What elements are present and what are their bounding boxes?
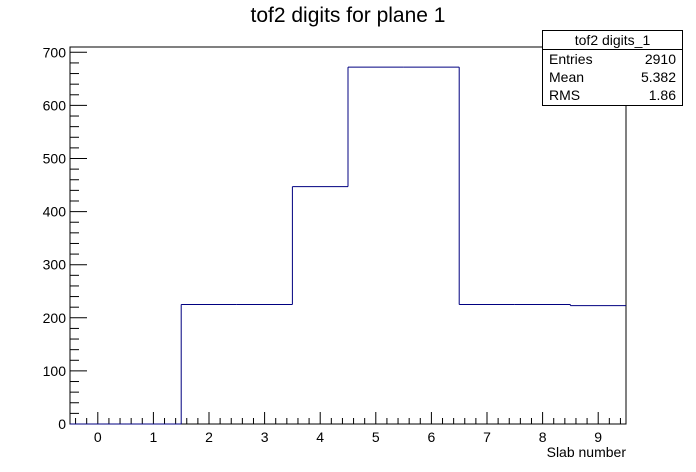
x-tick-label: 9 xyxy=(594,429,602,445)
x-tick-label: 1 xyxy=(150,429,158,445)
histogram-series xyxy=(70,66,626,425)
y-tick-label: 0 xyxy=(58,416,66,432)
histogram-bin xyxy=(291,186,348,305)
stats-row-rms: RMS 1.86 xyxy=(543,86,682,104)
stats-box-title: tof2 digits_1 xyxy=(543,31,682,50)
stats-entries-value: 2910 xyxy=(644,51,676,67)
x-axis-label: Slab number xyxy=(547,444,627,460)
y-tick-label: 100 xyxy=(43,363,67,379)
stats-box: tof2 digits_1 Entries 2910 Mean 5.382 RM… xyxy=(542,30,683,106)
chart-title: tof2 digits for plane 1 xyxy=(250,4,446,27)
x-tick-label: 7 xyxy=(483,429,491,445)
stats-row-mean: Mean 5.382 xyxy=(543,68,682,86)
y-tick-label: 600 xyxy=(43,97,67,113)
y-tick-label: 700 xyxy=(43,44,67,60)
histogram-bin xyxy=(569,304,626,307)
stats-mean-value: 5.382 xyxy=(640,69,676,85)
histogram-bin xyxy=(347,66,404,187)
x-tick-label: 0 xyxy=(94,429,102,445)
tick-labels: 0 100 200 300 400 500 600 700 0 1 2 3 4 5 6 7 8 9 xyxy=(43,44,603,445)
x-tick-label: 4 xyxy=(316,429,324,445)
x-tick-label: 2 xyxy=(205,429,213,445)
x-tick-label: 5 xyxy=(372,429,380,445)
stats-rms-value: 1.86 xyxy=(648,87,676,103)
axes xyxy=(69,46,627,425)
histogram-bin xyxy=(458,67,515,306)
histogram-bin xyxy=(180,304,237,424)
stats-mean-label: Mean xyxy=(549,69,585,85)
x-tick-label: 3 xyxy=(261,429,269,445)
ticks xyxy=(70,51,621,425)
plot-frame xyxy=(69,46,627,425)
x-tick-label: 6 xyxy=(428,429,436,445)
y-tick-label: 300 xyxy=(43,257,67,273)
stats-rms-label: RMS xyxy=(549,87,581,103)
y-tick-label: 200 xyxy=(43,310,67,326)
stats-row-entries: Entries 2910 xyxy=(543,50,682,68)
x-tick-label: 8 xyxy=(539,429,547,445)
stats-entries-label: Entries xyxy=(549,51,593,67)
y-tick-label: 500 xyxy=(43,151,67,167)
y-tick-label: 400 xyxy=(43,204,67,220)
